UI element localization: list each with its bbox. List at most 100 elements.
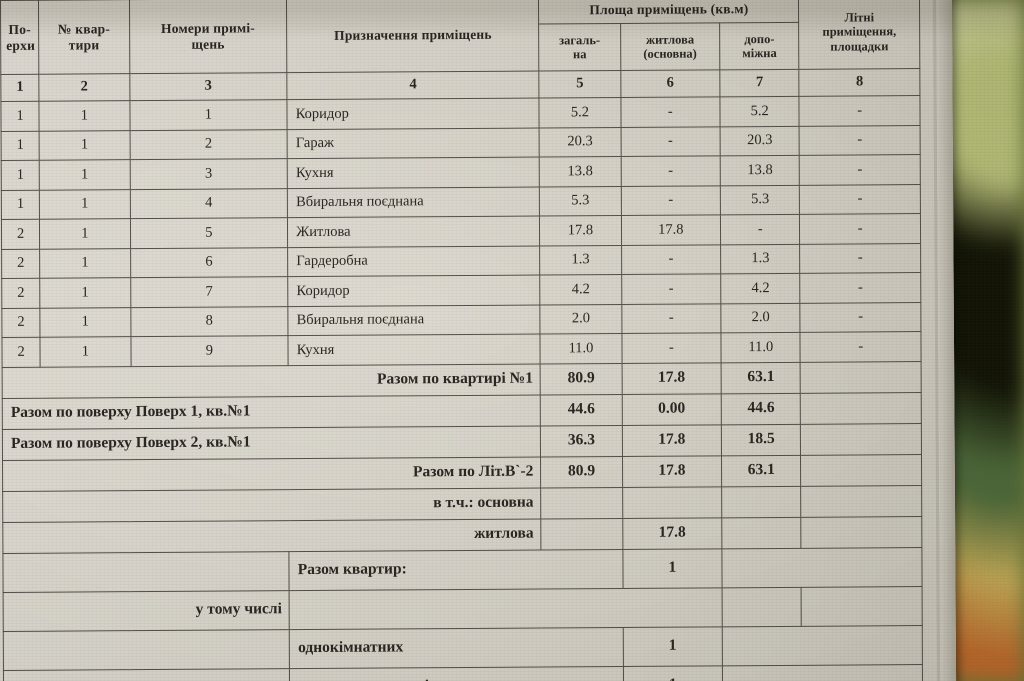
cell-purpose: Вбиральня поєднана (287, 186, 540, 218)
count-tail (722, 664, 923, 681)
summary-label: в т.ч.: основна (2, 487, 542, 522)
cell-apartment: 1 (39, 100, 130, 131)
count-label: однокімнатних (289, 626, 624, 669)
count-value: 1 (622, 548, 723, 588)
cell-room-number: 6 (130, 247, 288, 278)
cell-apartment: 1 (39, 130, 130, 161)
cell-area-total: 1.3 (539, 244, 622, 276)
th-area-auxiliary: допо- міжна (719, 22, 800, 70)
summary-summer (800, 454, 922, 486)
cell-area-aux: 2.0 (720, 302, 801, 333)
count-label: Разом житлових кімнат: (289, 665, 624, 681)
summary-label: житлова (2, 518, 542, 553)
cell-room-number: 2 (129, 129, 288, 160)
cell-apartment: 1 (39, 307, 131, 338)
cell-area-aux: 13.8 (720, 155, 800, 186)
summary-label: Разом по поверху Поверх 1, кв.№1 (2, 394, 541, 429)
column-number-8: 8 (799, 68, 920, 97)
cell-area-total: 5.3 (539, 185, 622, 217)
cell-area-living: - (620, 155, 721, 186)
cell-room-number: 4 (129, 188, 288, 219)
column-number-2: 2 (38, 73, 130, 102)
th-summer-line3: площадки (830, 38, 889, 54)
cell-purpose: Кухня (288, 334, 541, 366)
summary-summer (800, 361, 922, 393)
cell-area-summer: - (799, 243, 921, 274)
summary-total (540, 486, 623, 519)
cell-apartment: 1 (39, 159, 130, 190)
cell-area-aux: 4.2 (720, 273, 801, 304)
cell-area-total: 13.8 (539, 156, 621, 187)
summary-summer (800, 392, 922, 424)
th-area-aux-line1: допо- (744, 31, 775, 46)
cell-area-summer: - (800, 272, 921, 303)
table-header: По- ерхи № квар- тири Номери примі- щень… (0, 0, 920, 102)
summary-total: 44.6 (540, 393, 623, 426)
summary-aux: 18.5 (721, 423, 801, 456)
th-room-numbers-line2: щень (191, 36, 225, 52)
summary-total: 36.3 (540, 424, 623, 457)
cell-area-aux: 5.3 (720, 184, 800, 215)
cell-area-summer: - (800, 302, 921, 333)
summary-total: 80.9 (540, 362, 622, 395)
cell-floor: 1 (0, 101, 40, 131)
cell-area-living: - (620, 96, 721, 127)
summary-label: Разом по квартирі №1 (2, 363, 541, 398)
cell-area-aux: - (720, 214, 800, 245)
cell-area-total: 20.3 (539, 126, 621, 158)
cell-purpose: Коридор (287, 275, 541, 307)
cell-area-aux: 11.0 (721, 332, 801, 363)
cell-apartment: 1 (40, 336, 131, 367)
column-number-1: 1 (0, 74, 40, 102)
cell-apartment: 1 (39, 189, 131, 220)
cell-area-living: 17.8 (621, 214, 721, 245)
summary-summer (800, 423, 922, 455)
cell-area-aux: 1.3 (720, 243, 801, 274)
column-number-3: 3 (129, 72, 288, 101)
cell-area-total: 4.2 (540, 274, 622, 305)
count-label: у тому числі (3, 590, 290, 631)
summary-total: 80.9 (540, 455, 623, 488)
th-apartment-number: № квар- тири (38, 0, 130, 75)
cell-purpose: Вбиральня поєднана (288, 304, 541, 336)
cell-floor: 2 (1, 248, 40, 279)
cell-area-living: - (620, 126, 721, 157)
cell-area-aux: 20.3 (720, 125, 800, 156)
th-summer-premises: Літні приміщення, площадки (798, 0, 920, 70)
th-summer-line2: приміщення, (822, 24, 897, 40)
count-value: 1 (623, 665, 723, 681)
summary-living: 17.8 (621, 362, 722, 394)
column-number-5: 5 (539, 70, 621, 99)
summary-label: Разом по поверху Поверх 2, кв.№1 (2, 425, 541, 460)
cell-apartment: 1 (39, 277, 131, 308)
room-schedule-table: По- ерхи № квар- тири Номери примі- щень… (0, 0, 923, 681)
th-room-purpose: Призначення приміщень (286, 0, 540, 73)
count-value (722, 586, 802, 627)
cell-area-living: - (621, 273, 721, 304)
cell-purpose: Гардеробна (287, 245, 541, 277)
table-body: 1 1 1 Коридор 5.2-5.2-1 1 2 Гараж 20.3-20.3-1 1 3 К… (0, 95, 922, 367)
cell-area-total: 17.8 (539, 215, 622, 246)
column-number-7: 7 (719, 69, 800, 97)
th-apartment-line2: тири (68, 36, 100, 53)
cell-area-total: 11.0 (540, 333, 622, 364)
cell-floor: 1 (1, 189, 40, 220)
cell-area-summer: - (799, 125, 921, 156)
th-room-numbers: Номери примі- щень (129, 0, 288, 74)
cell-room-number: 9 (130, 335, 289, 367)
th-area-living: житлова (основна) (620, 22, 720, 71)
cell-room-number: 8 (130, 306, 289, 337)
cell-purpose: Житлова (287, 216, 540, 248)
cell-area-living: - (621, 303, 722, 334)
count-tail (801, 586, 923, 626)
count-row: однокімнатних 1 (3, 625, 923, 670)
cell-area-summer: - (799, 95, 921, 126)
cell-room-number: 1 (129, 99, 288, 131)
cell-area-summer: - (799, 154, 921, 185)
count-gutter (3, 668, 290, 681)
summary-living (622, 486, 722, 518)
count-label: Разом квартир: (289, 548, 623, 591)
inventory-table-sheet: По- ерхи № квар- тири Номери примі- щень… (0, 0, 923, 681)
count-tail (721, 547, 923, 588)
summary-aux (721, 485, 802, 518)
